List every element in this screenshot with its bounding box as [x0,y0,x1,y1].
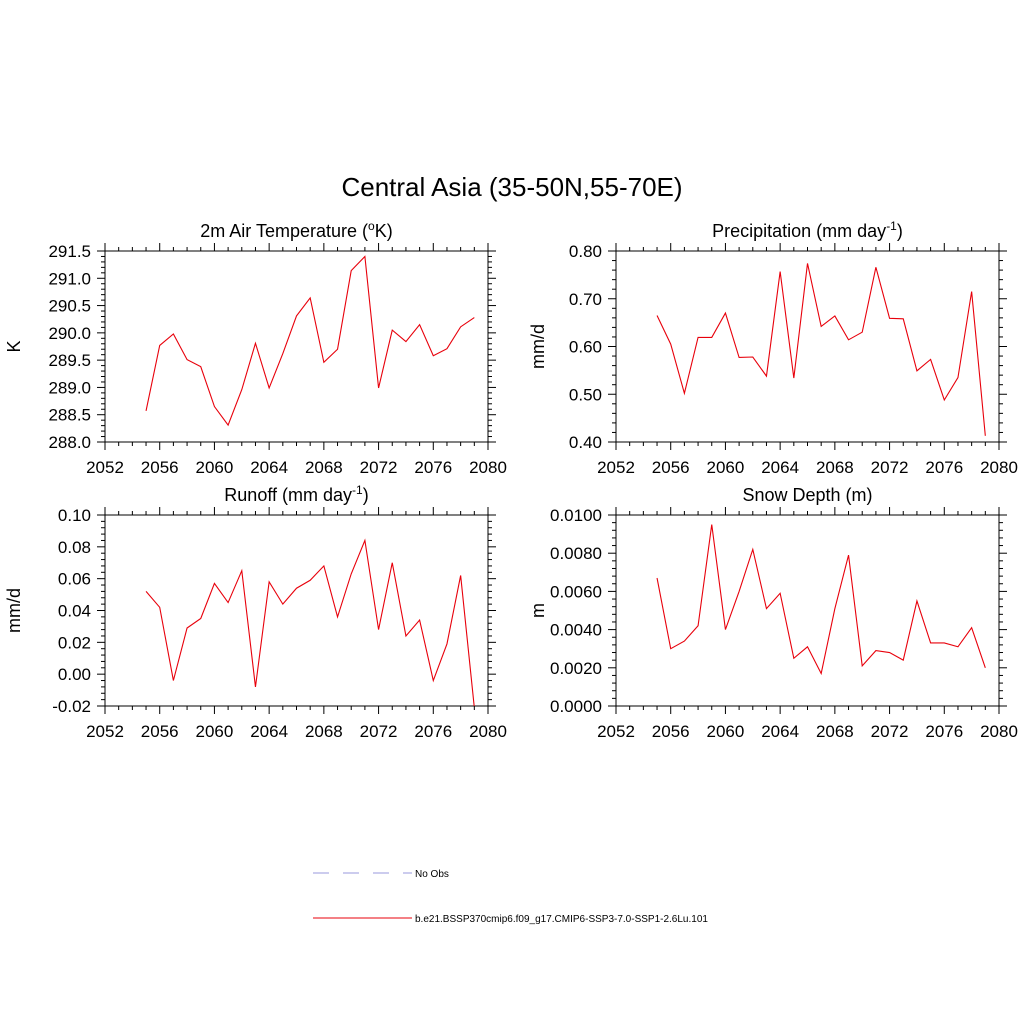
y-tick-label: 0.00 [58,665,91,684]
y-tick-label: 0.80 [569,242,602,261]
x-tick-label: 2080 [469,722,507,741]
x-tick-label: 2060 [707,722,745,741]
panel-title-main: Precipitation (mm day [712,221,886,241]
x-tick-label: 2052 [597,722,635,741]
x-tick-label: 2080 [980,458,1018,477]
series-line [145,255,475,427]
series-line [656,524,986,676]
figure-title: Central Asia (35-50N,55-70E) [341,172,682,202]
x-tick-label: 2076 [925,722,963,741]
y-tick-label: 0.0000 [550,697,602,716]
panel-title-sup: o [368,219,375,233]
y-tick-label: 0.0100 [550,506,602,525]
y-axis-label: mm/d [528,324,548,369]
x-tick-label: 2072 [871,722,909,741]
x-tick-label: 2064 [761,458,799,477]
x-tick-label: 2052 [86,458,124,477]
y-tick-label: 0.0040 [550,621,602,640]
y-tick-label: 291.0 [48,269,91,288]
legend-item-model: b.e21.BSSP370cmip6.f09_g17.CMIP6-SSP3-7.… [313,914,708,925]
y-tick-label: 0.10 [58,506,91,525]
x-tick-label: 2056 [652,722,690,741]
x-tick-label: 2052 [86,722,124,741]
y-tick-label: 288.5 [48,406,91,425]
x-tick-label: 2064 [250,458,288,477]
y-tick-label: 0.08 [58,538,91,557]
plot-frame [104,250,489,443]
panel-runoff: Runoff (mm day-1) 2052 2056 2060 2064 2068 207… [4,483,507,741]
panel-precipitation: Precipitation (mm day-1) 2052 2056 2060 2064… [528,219,1018,477]
x-tick-label: 2076 [414,458,452,477]
y-tick-label: 0.02 [58,633,91,652]
y-tick-label: 0.0020 [550,659,602,678]
y-axis-label: m [528,603,548,618]
y-tick-label: 0.40 [569,433,602,452]
x-tick-label: 2080 [469,458,507,477]
panel-title-tail: ) [363,485,369,505]
x-tick-label: 2068 [816,722,854,741]
series-line [656,263,986,436]
y-tick-label: 291.5 [48,242,91,261]
panel-title-tail: ) [897,221,903,241]
x-tick-label: 2068 [305,722,343,741]
y-tick-label: 289.0 [48,378,91,397]
y-tick-label: 288.0 [48,433,91,452]
panel-title-sup: -1 [352,483,363,497]
panel-title-main: Snow Depth (m) [742,485,872,505]
plot-frame [615,514,1000,707]
panel-temperature: 2m Air Temperature (oK) 2052 2056 2060 2064 2… [4,219,507,477]
x-tick-label: 2076 [414,722,452,741]
panel-title: Precipitation (mm day-1) [712,219,903,241]
x-tick-label: 2068 [305,458,343,477]
legend-item-obs: No Obs [313,869,449,880]
y-tick-label: 0.0080 [550,544,602,563]
panel-title-main: Runoff (mm day [224,485,352,505]
y-tick-label: 0.0060 [550,582,602,601]
plot-frame [615,250,1000,443]
x-tick-label: 2080 [980,722,1018,741]
legend: No Obs b.e21.BSSP370cmip6.f09_g17.CMIP6-S… [313,869,708,925]
x-tick-label: 2056 [141,722,179,741]
series-line [145,538,475,706]
x-tick-label: 2052 [597,458,635,477]
y-tick-label: 290.0 [48,324,91,343]
x-tick-label: 2060 [196,722,234,741]
panel-title-sup: -1 [886,219,897,233]
x-tick-label: 2072 [360,458,398,477]
x-tick-label: 2072 [360,722,398,741]
x-tick-label: 2064 [761,722,799,741]
legend-label: No Obs [415,869,449,880]
panel-title-tail: K) [375,221,393,241]
y-tick-label: 0.60 [569,338,602,357]
y-tick-label: 289.5 [48,351,91,370]
y-tick-label: 0.50 [569,385,602,404]
y-axis-label: K [4,340,24,352]
x-tick-label: 2056 [141,458,179,477]
y-tick-label: 0.04 [58,602,91,621]
x-tick-label: 2060 [196,458,234,477]
panel-title-main: 2m Air Temperature ( [200,221,368,241]
y-tick-label: 0.70 [569,290,602,309]
x-tick-label: 2068 [816,458,854,477]
y-tick-label: -0.02 [52,697,91,716]
panel-title: Snow Depth (m) [742,485,872,505]
panels: 2m Air Temperature (oK)2052 2056 2060 2064 2… [4,219,1018,741]
x-tick-label: 2060 [707,458,745,477]
panel-title: Runoff (mm day-1) [224,483,368,505]
panel-snow-depth: Snow Depth (m) 2052 2056 2060 2064 2068 2072 20… [528,485,1018,741]
x-tick-label: 2076 [925,458,963,477]
y-axis-label: mm/d [4,588,24,633]
x-tick-label: 2072 [871,458,909,477]
y-tick-label: 290.5 [48,297,91,316]
x-tick-label: 2056 [652,458,690,477]
panel-title: 2m Air Temperature (oK) [200,219,392,241]
y-tick-label: 0.06 [58,570,91,589]
legend-label: b.e21.BSSP370cmip6.f09_g17.CMIP6-SSP3-7.… [415,914,708,925]
x-tick-label: 2064 [250,722,288,741]
plot-frame [104,514,489,707]
